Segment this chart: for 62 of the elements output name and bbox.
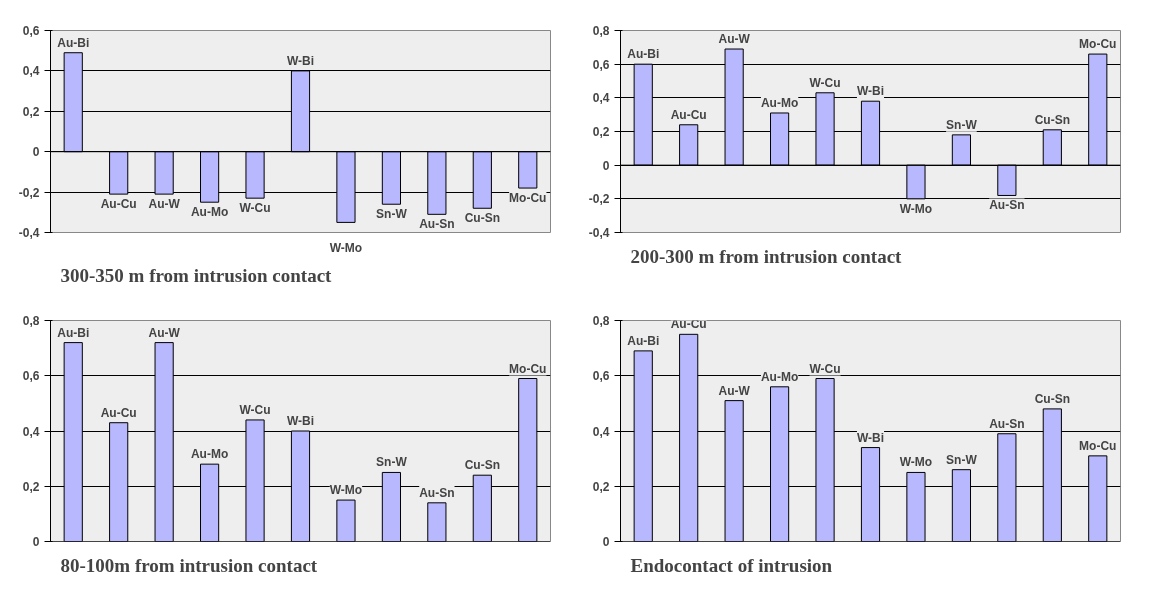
y-tick-label: 0,4 — [592, 91, 610, 106]
y-tick-label: 0 — [602, 535, 610, 549]
category-label: Cu-Sn — [1034, 391, 1070, 406]
category-label: W-Mo — [329, 483, 363, 498]
y-tick-label: 0,6 — [592, 369, 610, 384]
y-tick-label: -0,2 — [588, 192, 610, 207]
y-tick-label: 0 — [602, 158, 610, 173]
category-label: W-Bi — [286, 414, 315, 428]
category-label: Au-W — [718, 383, 750, 398]
y-tick-label: 0,2 — [592, 125, 610, 139]
category-label: Au-W — [148, 325, 180, 340]
category-label: Au-Cu — [100, 405, 137, 420]
x-tick-label: Au-Cu — [100, 197, 137, 212]
x-tick-label: Mo-Cu — [509, 191, 547, 206]
y-tick-label: 0,8 — [592, 24, 610, 38]
x-tick-label: Cu-Sn — [464, 211, 500, 226]
y-tick-label: -0,4 — [588, 226, 610, 240]
y-tick-label: 0,2 — [22, 104, 40, 119]
x-tick-label: W-Cu — [239, 201, 271, 216]
y-tick-label: 0 — [32, 535, 40, 549]
x-tick-label: W-Mo — [899, 201, 933, 216]
y-tick-label: 0,6 — [22, 24, 40, 38]
y-tick-label: 0 — [32, 145, 40, 160]
x-tick-label: Mo-Cu — [1079, 37, 1117, 52]
category-label: Au-Sn — [989, 416, 1025, 431]
y-tick-label: -0,2 — [18, 185, 40, 200]
y-tick-label: 0,8 — [22, 314, 40, 328]
x-tick-label: Au-Mo — [190, 205, 229, 220]
text: Endocontact of intrusion — [630, 554, 833, 576]
y-tick-label: 0,6 — [592, 57, 610, 72]
text: 80-100m from intrusion contact — [60, 554, 318, 576]
category-label: W-Bi — [856, 430, 885, 445]
y-tick-label: 0,4 — [592, 424, 610, 439]
category-label: W-Mo — [899, 455, 933, 470]
x-tick-label: Cu-Sn — [1034, 112, 1070, 127]
category-label: Mo-Cu — [1079, 438, 1117, 453]
y-tick-label: 0,4 — [22, 64, 40, 79]
category-label: Au-Sn — [419, 485, 455, 500]
y-tick-label: 0,2 — [592, 479, 610, 494]
category-label: W-Cu — [809, 361, 841, 376]
x-tick-label: Au-Bi — [57, 35, 90, 50]
text: 200-300 m from intrusion contact — [630, 245, 903, 267]
category-label: Mo-Cu — [509, 361, 547, 376]
category-label: Au-Mo — [760, 369, 799, 384]
x-tick-label: Au-Sn — [989, 198, 1025, 213]
y-tick-label: -0,4 — [18, 226, 40, 240]
category-label: Sn-W — [946, 452, 977, 467]
text: 300-350 m from intrusion contact — [60, 264, 333, 286]
y-tick-label: 0,8 — [592, 314, 610, 328]
x-tick-label: Au-W — [718, 32, 751, 47]
y-tick-label: 0,4 — [22, 424, 40, 439]
category-label: Au-Mo — [190, 447, 229, 462]
category-label: Au-Bi — [57, 325, 90, 340]
y-tick-label: 0,2 — [22, 479, 40, 494]
category-label: Cu-Sn — [464, 458, 500, 473]
category-label: Au-Bi — [627, 333, 660, 348]
category-label: Au-Cu — [670, 317, 707, 332]
category-label: Sn-W — [376, 455, 407, 470]
category-label: W-Cu — [239, 402, 271, 417]
x-tick-label: Au-W — [148, 197, 181, 212]
y-tick-label: 0,6 — [22, 369, 40, 384]
x-tick-label: Sn-W — [376, 207, 408, 222]
